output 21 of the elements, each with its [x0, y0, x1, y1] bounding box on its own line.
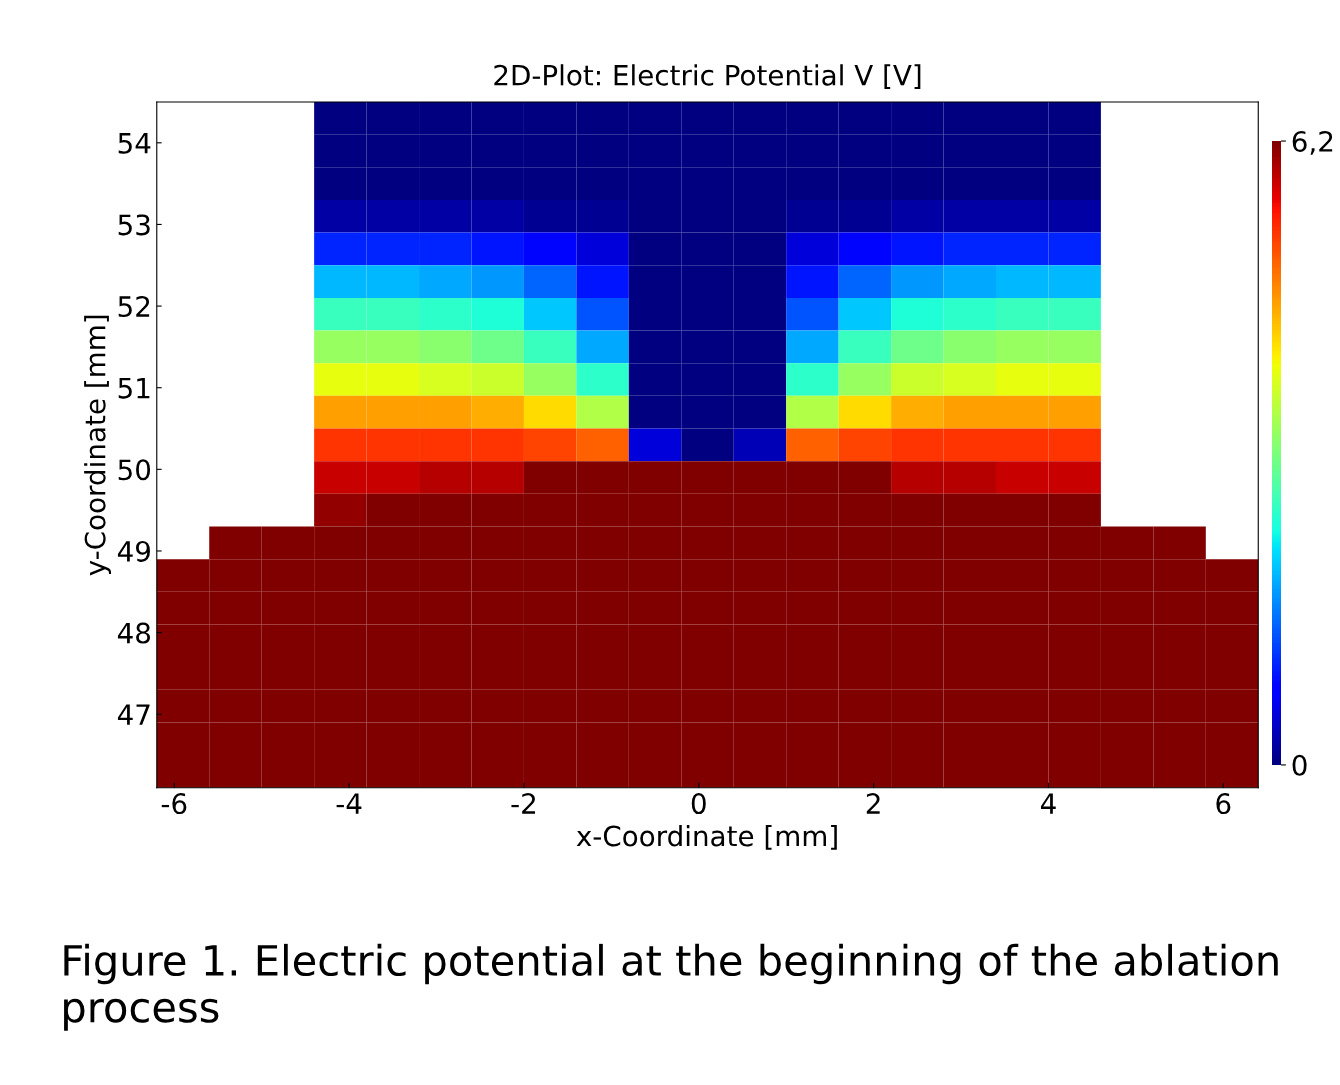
y-tick-label: 50: [118, 459, 151, 481]
caption: Figure 1. Electric potential at the beginning of the ablation process: [64, 943, 1278, 1031]
y-axis-title: y-Coordinate [mm]: [84, 315, 112, 576]
y-tick-label: 54: [118, 133, 151, 154]
color-bar-label: 6,2: [1292, 130, 1333, 155]
y-tick-label: 47: [117, 704, 150, 725]
chart-title: 2D-Plot: Electric Potential V [V]: [494, 64, 921, 89]
x-tick-label: -2: [511, 793, 536, 814]
x-tick-label: -4: [336, 793, 362, 814]
x-tick-label: 4: [1040, 793, 1056, 814]
x-tick-label: -6: [161, 793, 187, 815]
x-tick-label: 0: [691, 793, 706, 815]
y-tick-label: 48: [117, 622, 151, 644]
y-tick-label: 51: [118, 378, 150, 399]
x-tick-label: 2: [866, 793, 880, 814]
x-tick-label: 6: [1216, 793, 1231, 815]
y-tick-label: 52: [118, 296, 150, 318]
y-tick-label: 49: [117, 540, 150, 562]
x-axis-title: x-Coordinate [mm]: [576, 825, 837, 850]
color-bar-label: 0: [1292, 754, 1307, 776]
y-tick-label: 53: [118, 214, 150, 236]
